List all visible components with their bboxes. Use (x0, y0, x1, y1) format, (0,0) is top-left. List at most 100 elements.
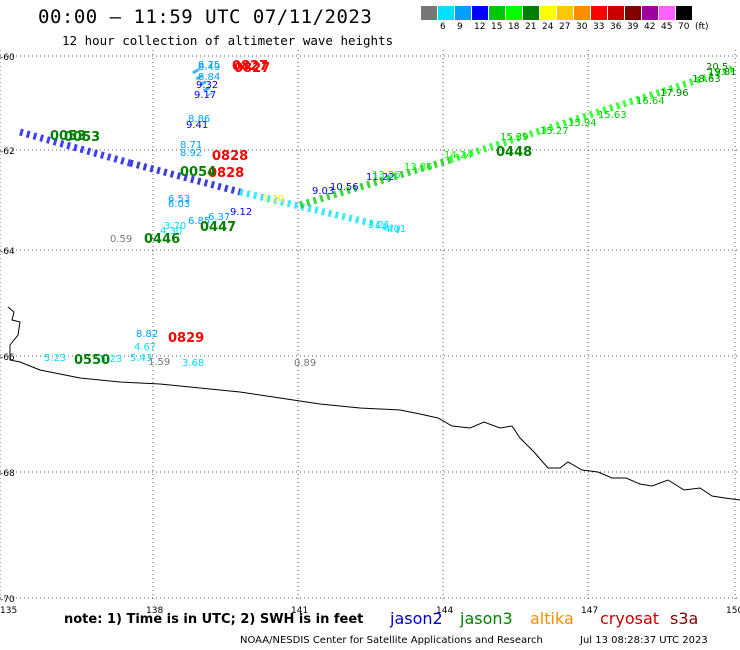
legend-tick-label: 45 (661, 22, 673, 32)
wave-height-value: 8.92 (180, 148, 202, 159)
latitude-label: -60 (0, 53, 15, 63)
credit-text: NOAA/NESDIS Center for Satellite Applica… (240, 635, 543, 646)
wave-height-value: 9.03 (312, 186, 334, 197)
wave-height-value: 15.27 (540, 126, 569, 137)
legend-tick-label: 15 (491, 22, 503, 32)
pass-time-label: 0550 (74, 353, 110, 368)
wave-height-value: 3.68 (182, 358, 204, 369)
legend-cryosat: cryosat (600, 609, 660, 628)
legend-tick-label: 6 (440, 22, 446, 32)
pass-time-label: 0828 (208, 166, 244, 181)
legend-tick-label: 36 (610, 22, 622, 32)
legend-swatch (659, 6, 676, 20)
legend-altika: altika (530, 609, 574, 628)
wave-height-value: 4.67 (134, 342, 156, 353)
pass-time-label: 0053 (64, 130, 100, 145)
wave-height-value: 9.32 (196, 80, 218, 91)
legend-swatch (608, 6, 625, 20)
wave-height-value: 9.17 (194, 90, 216, 101)
wave-height-value: 15.39 (500, 132, 529, 143)
legend-swatch (455, 6, 472, 20)
wave-height-value: 13.26 (372, 170, 401, 181)
legend-swatch (642, 6, 659, 20)
wave-height-value: 8.49 (198, 62, 220, 73)
wave-height-value: 6.37 (208, 212, 230, 223)
wave-height-value: 3.70 (164, 221, 186, 232)
wave-height-value: 17.96 (660, 88, 689, 99)
legend-tick-label: 21 (525, 22, 537, 32)
antarctic-coastline (7, 306, 740, 501)
wave-height-value: 4.01 (384, 224, 406, 235)
satellite-tracks (19, 64, 737, 234)
legend-swatch (625, 6, 642, 20)
legend-swatch (421, 6, 438, 20)
footer-note: note: 1) Time is in UTC; 2) SWH is in fe… (64, 612, 364, 627)
wave-height-value: 15.63 (598, 110, 627, 121)
legend-swatch (438, 6, 455, 20)
track-segment (298, 156, 452, 209)
wave-height-value: 4.30 (160, 226, 182, 237)
wave-height-value: 18.63 (692, 74, 721, 85)
legend-unit: (ft) (695, 22, 709, 32)
longitude-label: 150 (726, 606, 740, 616)
wave-height-value: 5.43 (130, 353, 152, 364)
legend-tick-label: 33 (593, 22, 605, 32)
axis-labels: 135 138 141 144 147 150 -60 -62 -64 -66 -68 -70 (0, 53, 740, 616)
generated-time: Jul 13 08:28:37 UTC 2023 (580, 635, 708, 646)
wave-height-value: 3.21 (368, 220, 390, 231)
wave-height-value: 7.30 (262, 194, 284, 205)
wave-height-value: 16.64 (636, 96, 665, 107)
wave-height-value: 6.03 (168, 199, 190, 210)
wave-height-value: 20.5 (706, 62, 728, 73)
pass-time-label: 0448 (496, 145, 532, 160)
page-title: 00:00 – 11:59 UTC 07/11/2023 (38, 6, 373, 28)
legend-swatch (591, 6, 608, 20)
pass-time-label: 0828 (212, 149, 248, 164)
legend-jason3: jason3 (460, 609, 513, 628)
wave-height-value: 8.75 (198, 60, 220, 71)
observation-labels: 8.758.498.849.329.17 8.869.41 8.718.92 9.03… (44, 59, 737, 369)
wave-height-value: 8.84 (198, 72, 220, 83)
longitude-label: 144 (436, 606, 453, 616)
wave-height-value: 14.24 (444, 150, 473, 161)
wave-height-value: 0.59 (110, 234, 132, 245)
track-segment (19, 128, 131, 167)
track-segment (129, 159, 241, 196)
latitude-label: -62 (0, 147, 15, 157)
wave-height-value: 6.85 (188, 216, 210, 227)
wave-height-value: 8.71 (180, 140, 202, 151)
legend-tick-label: 9 (457, 22, 463, 32)
wave-height-value: 9.12 (230, 207, 252, 218)
wave-height-value: 5.23 (100, 354, 122, 365)
latitude-label: -66 (0, 353, 15, 363)
pass-time-label: 0054 (180, 165, 216, 180)
legend-swatch (676, 6, 693, 20)
legend-tick-label: 12 (474, 22, 486, 32)
track-segment (191, 68, 214, 97)
lat-lon-grid (0, 50, 740, 600)
wave-height-value: 8.86 (188, 114, 210, 125)
wave-height-value: 5.23 (44, 353, 66, 364)
legend-jason2: jason2 (390, 609, 443, 628)
legend-tick-label: 18 (508, 22, 520, 32)
wave-height-value: 19.81 (708, 67, 737, 78)
wave-height-value: 9.41 (186, 120, 208, 131)
legend-swatch (540, 6, 557, 20)
wave-height-value: 8.82 (136, 329, 158, 340)
longitude-label: 141 (291, 606, 308, 616)
pass-time-label: 0446 (144, 232, 180, 247)
legend-swatch (523, 6, 540, 20)
legend-swatch (574, 6, 591, 20)
longitude-label: 138 (146, 606, 163, 616)
wave-height-value: 11.22 (366, 172, 395, 183)
wave-height-value: 15.94 (568, 118, 597, 129)
legend-swatch (506, 6, 523, 20)
legend-swatch (557, 6, 574, 20)
legend-s3a: s3a (670, 609, 699, 628)
latitude-label: -70 (0, 595, 15, 605)
wave-height-value: 6.53 (168, 194, 190, 205)
pass-time-label: 0827 (232, 59, 268, 74)
legend-tick-label: 30 (576, 22, 588, 32)
pass-time-label: 0827 (234, 61, 270, 76)
